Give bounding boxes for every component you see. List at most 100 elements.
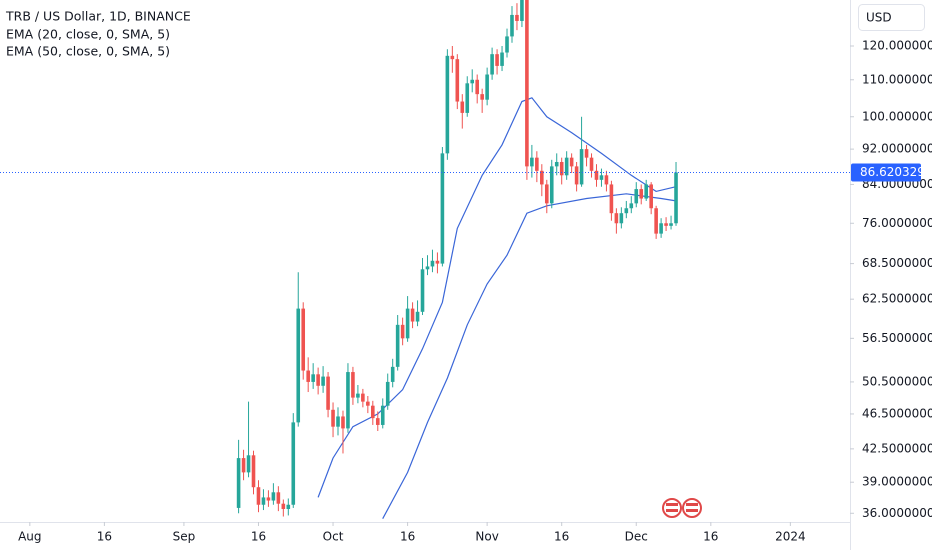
y-tick-label: 42.5000000 [862,441,932,455]
candle-body [331,409,335,427]
candle-body [311,374,315,382]
candle-body [495,54,499,66]
y-tick-label: 39.0000000 [862,475,932,489]
chart-title: TRB / US Dollar, 1D, BINANCE [5,9,191,24]
plot-area [0,0,850,519]
candle-body [286,504,291,509]
candle-body [341,416,345,429]
x-tick-label: 16 [97,530,112,544]
candle-body [296,308,301,423]
candle-body [609,184,614,214]
candle-body [544,184,549,204]
candle-body [624,208,629,214]
candle-body [371,405,375,419]
candle-body [241,458,246,473]
y-tick-label: 120.0000000 [862,39,932,53]
event-icon-stripe [666,509,678,512]
candle-body [480,94,484,100]
x-tick-label: Dec [625,530,648,544]
y-tick-label: 76.0000000 [862,216,932,230]
candle-body [385,381,390,406]
candle-body [619,213,624,224]
y-tick-label: 62.5000000 [862,292,932,306]
event-icon-stripe [686,509,698,512]
candle-body [470,79,475,84]
candle-body [564,157,569,176]
candle-body [346,372,350,429]
candle-body [390,366,395,382]
x-tick-label: 16 [703,530,718,544]
candle-body [535,157,539,171]
candle-body [366,401,370,406]
candle-body [261,497,266,505]
indicator-label: EMA (20, close, 0, SMA, 5) [6,27,170,42]
event-icons [662,498,702,518]
candle-body [589,157,594,171]
candle-body [256,487,261,505]
candle-body [435,260,440,264]
candle-body [530,157,534,167]
x-tick-label: Aug [18,530,41,544]
candle-body [554,161,559,167]
candle-body [604,175,609,185]
candle-body [321,376,325,386]
candle-body [410,308,415,322]
candle-body [549,166,554,204]
candle-body [510,14,514,37]
candle-body [291,422,296,505]
candle-body [440,153,445,264]
x-tick-label: 16 [251,530,266,544]
candle-body [380,405,385,425]
candle-body [614,213,619,224]
candle-body [316,374,320,386]
candle-body [400,324,405,339]
candle-body [475,79,479,95]
x-tick-label: Oct [323,530,344,544]
candle-body [674,172,678,224]
candle-body [639,189,644,199]
candle-body [599,175,604,180]
candle-body [594,170,599,180]
currency-button[interactable] [858,4,925,31]
candle-body [281,503,286,509]
candle-body [654,208,658,234]
candle-body [664,223,668,226]
candle-body [460,101,465,113]
candle-body [629,203,634,209]
y-tick-label: 50.5000000 [862,374,932,388]
x-tick-label: Sep [173,530,196,544]
candle-body [450,55,455,60]
candle-body [266,497,271,501]
y-tick-label: 110.0000000 [862,72,932,86]
last-price-label: 86.6203296 [860,165,932,179]
candle-body [520,0,524,21]
last-price-badge [851,163,921,182]
candle-body [361,393,365,402]
y-tick-label: 56.5000000 [862,331,932,345]
candle-body [669,223,673,226]
candle-body [559,161,564,176]
candle-body [420,269,425,312]
event-icon[interactable] [662,498,682,518]
event-icon[interactable] [682,498,702,518]
x-tick-label: Nov [475,530,498,544]
candle-body [326,376,330,410]
candle-body [644,184,648,199]
candle-body [584,149,589,158]
candle-body [485,74,489,100]
candle-body [649,184,653,209]
candle-body [500,52,504,66]
event-icon-stripe [666,503,678,506]
currency-label[interactable]: USD [866,11,892,25]
y-tick-label: 68.5000000 [862,256,932,270]
x-tick-label: 16 [554,530,569,544]
candle-body [490,54,494,75]
x-tick-label: 16 [400,530,415,544]
candle-body [430,260,435,267]
candle-body [271,492,276,501]
candle-body [574,166,579,185]
candle-body [515,14,519,21]
